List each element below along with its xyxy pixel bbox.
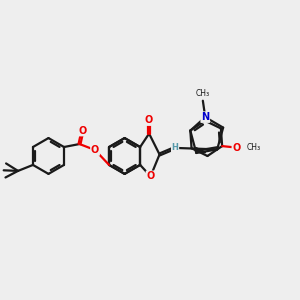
- Text: N: N: [201, 112, 209, 122]
- Text: CH₃: CH₃: [247, 143, 261, 152]
- Text: O: O: [232, 142, 241, 153]
- Text: O: O: [91, 145, 99, 155]
- Text: O: O: [145, 115, 153, 125]
- Text: O: O: [78, 126, 87, 136]
- Text: O: O: [146, 171, 155, 181]
- Text: CH₃: CH₃: [196, 89, 210, 98]
- Text: H: H: [172, 143, 178, 152]
